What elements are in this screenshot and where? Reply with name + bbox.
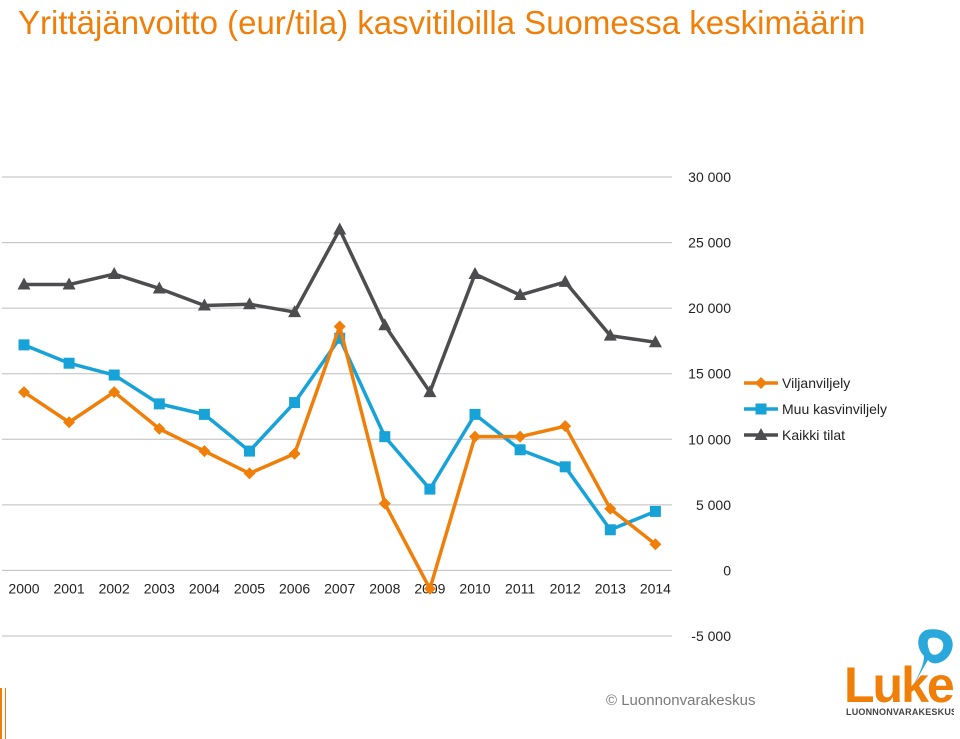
- data-point: [243, 297, 256, 310]
- data-point: [107, 267, 121, 280]
- data-point: [288, 447, 301, 460]
- x-tick-label: 2011: [505, 580, 535, 596]
- data-point: [514, 430, 527, 443]
- data-point: [469, 430, 481, 443]
- data-point: [649, 505, 661, 517]
- data-point: [108, 369, 120, 381]
- data-point: [62, 277, 76, 290]
- data-point: [198, 445, 211, 458]
- data-point: [559, 461, 571, 473]
- data-point: [468, 267, 482, 280]
- data-point: [18, 339, 30, 351]
- x-tick-label: 2003: [144, 580, 175, 596]
- data-point: [603, 328, 617, 341]
- x-tick-label: 2012: [550, 580, 581, 596]
- series-viljanviljely: [18, 320, 662, 595]
- x-tick-label: 2008: [369, 580, 400, 596]
- y-tick-label: 25 000: [688, 235, 731, 251]
- legend-item: Viljanviljely: [744, 375, 850, 391]
- series-line: [23, 336, 657, 532]
- series-line: [24, 227, 656, 394]
- x-tick-label: 2005: [234, 580, 265, 596]
- data-point: [289, 397, 301, 409]
- luke-logo: Luke LUONNONVARAKESKUS: [840, 626, 957, 723]
- data-point: [604, 502, 617, 515]
- data-point: [559, 420, 572, 433]
- data-point: [17, 277, 31, 290]
- data-point: [152, 281, 166, 294]
- data-point: [649, 538, 662, 551]
- x-tick-label: 2006: [279, 580, 310, 596]
- data-point: [378, 318, 392, 331]
- series-muu-kasvinviljely: [18, 332, 661, 536]
- data-point: [424, 483, 436, 495]
- x-axis-ticks: 2000200120022003200420052006200720082009…: [8, 580, 671, 596]
- legend-item: Muu kasvinviljely: [744, 401, 887, 417]
- data-point: [513, 288, 527, 301]
- data-point: [378, 497, 391, 510]
- data-point: [288, 305, 302, 318]
- x-tick-label: 2004: [189, 580, 220, 596]
- legend-label: Muu kasvinviljely: [782, 401, 887, 417]
- data-point: [18, 386, 30, 399]
- data-point: [423, 582, 436, 595]
- data-point: [243, 467, 256, 480]
- data-point: [63, 357, 75, 369]
- data-point: [153, 398, 165, 410]
- data-point: [244, 445, 255, 457]
- legend-label: Viljanviljely: [782, 375, 850, 391]
- data-point: [469, 408, 481, 420]
- y-tick-label: -5 000: [691, 628, 731, 644]
- data-point: [153, 422, 166, 435]
- data-point: [334, 332, 346, 344]
- x-tick-label: 2001: [54, 580, 85, 596]
- copyright-text: © Luonnonvarakeskus: [606, 692, 756, 709]
- data-point: [754, 428, 768, 440]
- legend-item: Kaikki tilat: [744, 427, 845, 443]
- data-point: [333, 320, 346, 333]
- series-line: [23, 324, 657, 591]
- svg-text:LUONNONVARAKESKUS: LUONNONVARAKESKUS: [846, 707, 954, 717]
- x-tick-label: 2014: [640, 580, 671, 596]
- y-tick-label: 10 000: [688, 431, 731, 447]
- data-point: [604, 524, 616, 536]
- data-point: [558, 274, 572, 287]
- data-point: [648, 335, 662, 348]
- y-tick-label: 20 000: [688, 300, 731, 316]
- x-tick-label: 2010: [459, 580, 490, 596]
- svg-text:Luke: Luke: [844, 657, 954, 713]
- y-tick-label: 30 000: [688, 169, 731, 185]
- data-point: [197, 298, 211, 311]
- series-kaikki-tilat: [17, 222, 662, 398]
- data-point: [379, 431, 391, 443]
- x-tick-label: 2007: [324, 580, 355, 596]
- data-point: [333, 222, 347, 235]
- y-tick-label: 0: [723, 562, 731, 578]
- legend: Viljanviljely Muu kasvinviljely Kaikki til…: [744, 375, 887, 443]
- series-group: [17, 222, 662, 595]
- x-tick-label: 2002: [99, 580, 130, 596]
- left-accent-bar: [0, 688, 6, 739]
- chart-title: Yrittäjänvoitto (eur/tila) kasvitiloilla…: [18, 4, 866, 41]
- y-axis-ticks: 30 000 25 000 20 000 15 000 10 000 5 000 0 -5 0…: [688, 169, 731, 644]
- legend-label: Kaikki tilat: [782, 427, 845, 443]
- data-point: [198, 408, 210, 420]
- x-tick-label: 2000: [8, 580, 39, 596]
- gridlines: [2, 176, 672, 637]
- y-tick-label: 5 000: [696, 497, 731, 513]
- leaf-icon: [914, 629, 953, 684]
- data-point: [755, 377, 767, 389]
- y-tick-label: 15 000: [688, 366, 731, 382]
- data-point: [514, 444, 526, 456]
- data-point: [108, 386, 121, 399]
- x-tick-label: 2013: [595, 580, 626, 596]
- data-point: [63, 416, 76, 429]
- data-point: [423, 385, 437, 398]
- data-point: [755, 403, 767, 415]
